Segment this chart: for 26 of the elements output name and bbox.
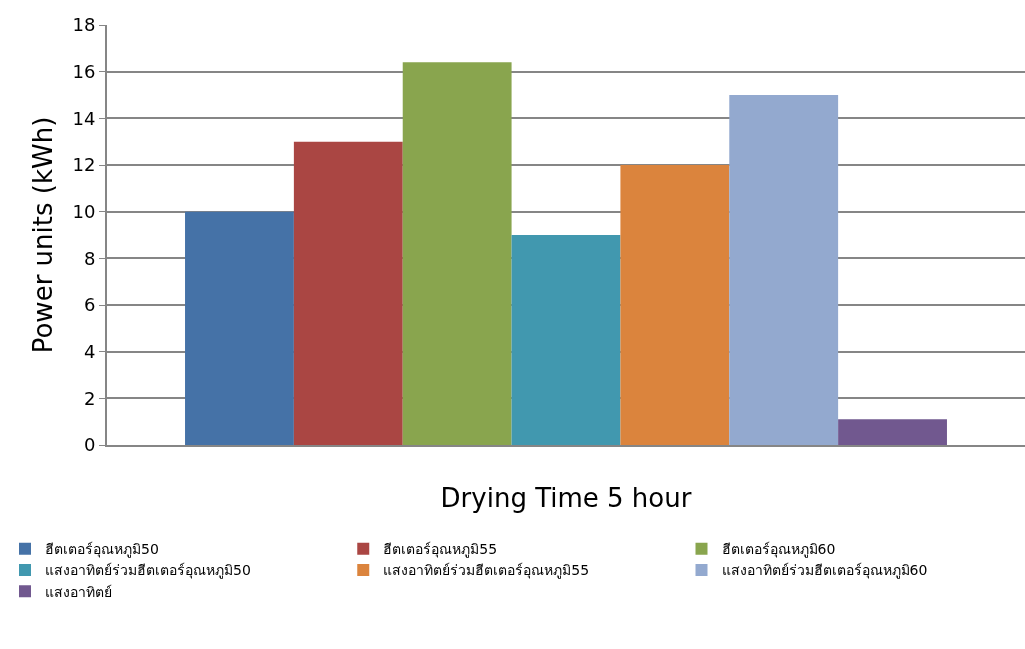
bar xyxy=(838,419,947,445)
y-tick-label: 4 xyxy=(83,340,96,362)
legend-label: แสงอาทิตย์ร่วมฮีตเตอร์อุณหภูมิ50 xyxy=(45,562,251,580)
bar xyxy=(511,235,621,445)
legend-label: ฮีตเตอร์อุณหภูมิ55 xyxy=(383,541,498,559)
y-tick-label: 14 xyxy=(72,107,96,129)
y-tick-label: 18 xyxy=(72,14,96,36)
y-tick-label: 2 xyxy=(83,387,96,409)
bar xyxy=(185,211,294,445)
x-axis-title: Drying Time 5 hour xyxy=(440,482,692,513)
y-tick-label: 10 xyxy=(72,200,96,222)
y-tick-label: 16 xyxy=(72,60,96,82)
bar xyxy=(729,95,839,445)
y-tick-label: 12 xyxy=(72,154,96,176)
y-axis-title: Power units (kWh) xyxy=(28,116,59,354)
bar xyxy=(620,165,730,445)
bar xyxy=(293,141,403,445)
legend-label: แสงอาทิตย์ร่วมฮีตเตอร์อุณหภูมิ60 xyxy=(721,562,928,580)
legend-label: แสงอาทิตย์ร่วมฮีตเตอร์อุณหภูมิ55 xyxy=(383,562,590,580)
legend-label: ฮีตเตอร์อุณหภูมิ50 xyxy=(45,541,159,559)
y-tick-label: 6 xyxy=(83,294,96,316)
legend-label: ฮีตเตอร์อุณหภูมิ60 xyxy=(721,541,836,559)
legend-label: แสงอาทิตย์ xyxy=(45,583,112,600)
y-tick-label: 8 xyxy=(83,247,96,269)
y-tick-label: 0 xyxy=(83,434,96,456)
bar xyxy=(402,62,512,445)
